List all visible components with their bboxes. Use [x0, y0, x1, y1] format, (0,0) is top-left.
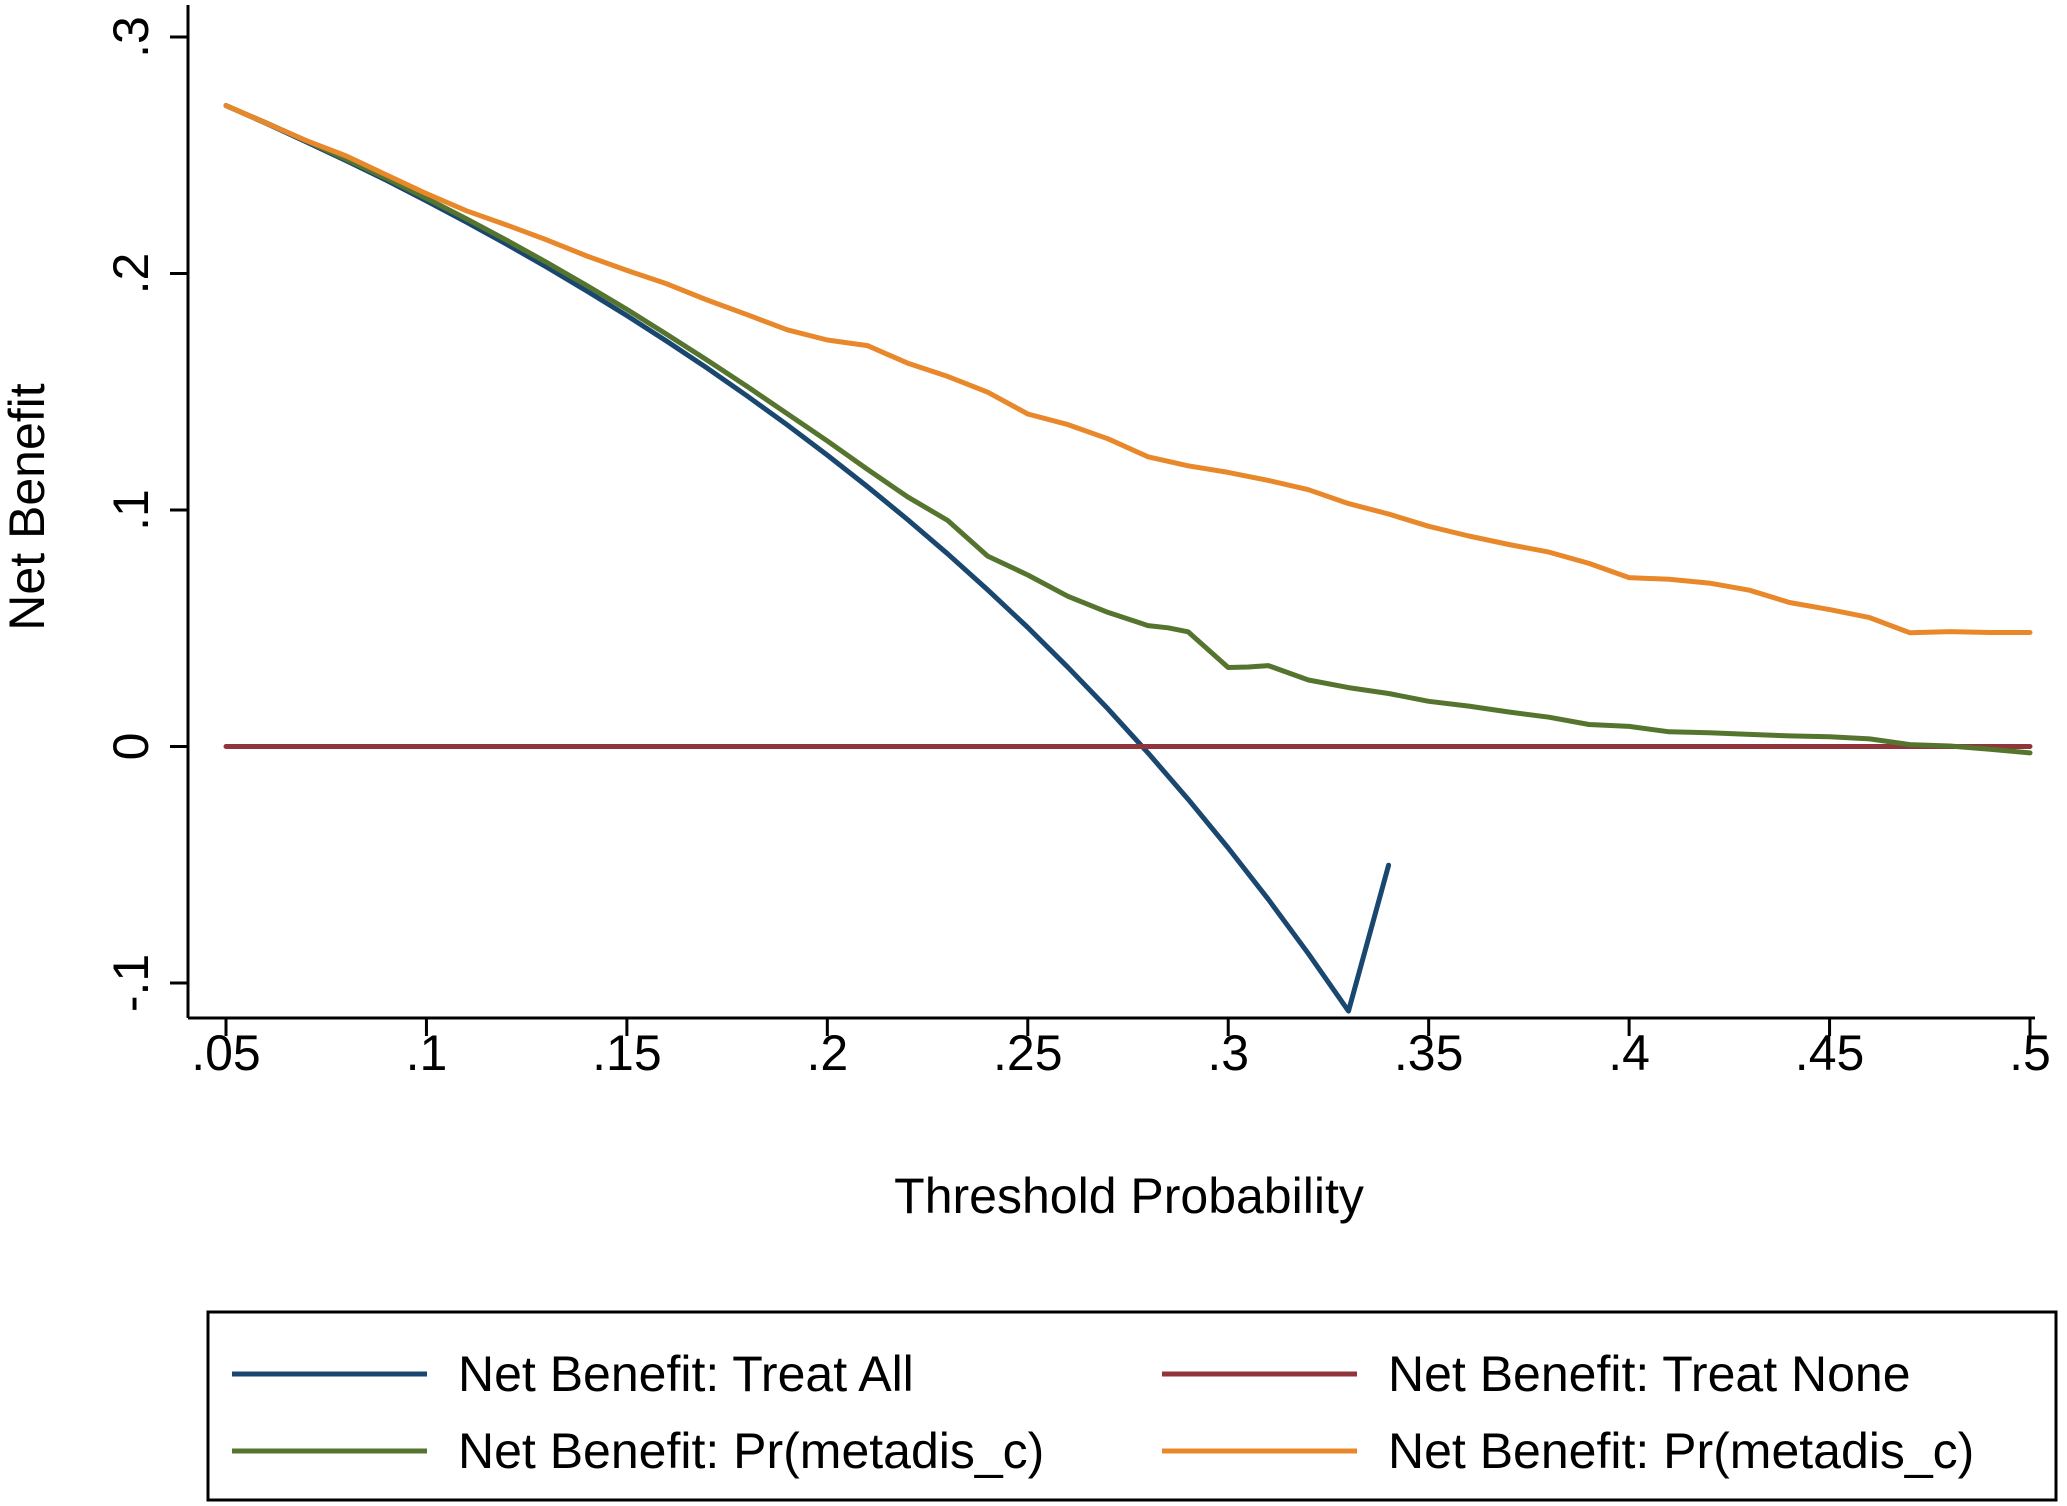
- x-tick-label: .25: [993, 1025, 1063, 1081]
- x-tick-label: .35: [1394, 1025, 1464, 1081]
- x-axis-title: Threshold Probability: [894, 1168, 1364, 1224]
- y-tick-label: .1: [103, 489, 159, 531]
- legend-label-model-orange: Net Benefit: Pr(metadis_c): [1388, 1423, 1974, 1479]
- x-tick-label: .15: [592, 1025, 662, 1081]
- x-tick-label: .4: [1608, 1025, 1650, 1081]
- y-tick-label: .3: [103, 16, 159, 58]
- x-tick-label: .5: [2009, 1025, 2051, 1081]
- x-tick-label: .45: [1795, 1025, 1865, 1081]
- y-tick-label: -.1: [103, 954, 159, 1012]
- x-tick-label: .2: [806, 1025, 848, 1081]
- x-tick-label: .3: [1207, 1025, 1249, 1081]
- series-lines: [223, 103, 2033, 1014]
- series-line-model-orange: [223, 103, 2033, 636]
- legend-label-model-green: Net Benefit: Pr(metadis_c): [458, 1423, 1044, 1479]
- legend-box: [206, 1310, 2058, 1502]
- y-axis-ticks: -.1 0 .1 .2 .3: [103, 16, 188, 1012]
- legend-label-treat-all: Net Benefit: Treat All: [458, 1346, 914, 1402]
- series-line-model-green: [223, 103, 2033, 756]
- x-tick-label: .1: [406, 1025, 448, 1081]
- x-axis-ticks: .05 .1 .15 .2 .25 .3 .35 .4 .45 .5: [191, 1018, 2051, 1081]
- x-tick-label: .05: [191, 1025, 261, 1081]
- y-tick-label: .2: [103, 253, 159, 295]
- y-axis-title: Net Benefit: [0, 383, 55, 630]
- legend: Net Benefit: Treat All Net Benefit: Trea…: [206, 1310, 2058, 1502]
- y-tick-label: 0: [103, 733, 159, 761]
- legend-label-treat-none: Net Benefit: Treat None: [1388, 1346, 1911, 1402]
